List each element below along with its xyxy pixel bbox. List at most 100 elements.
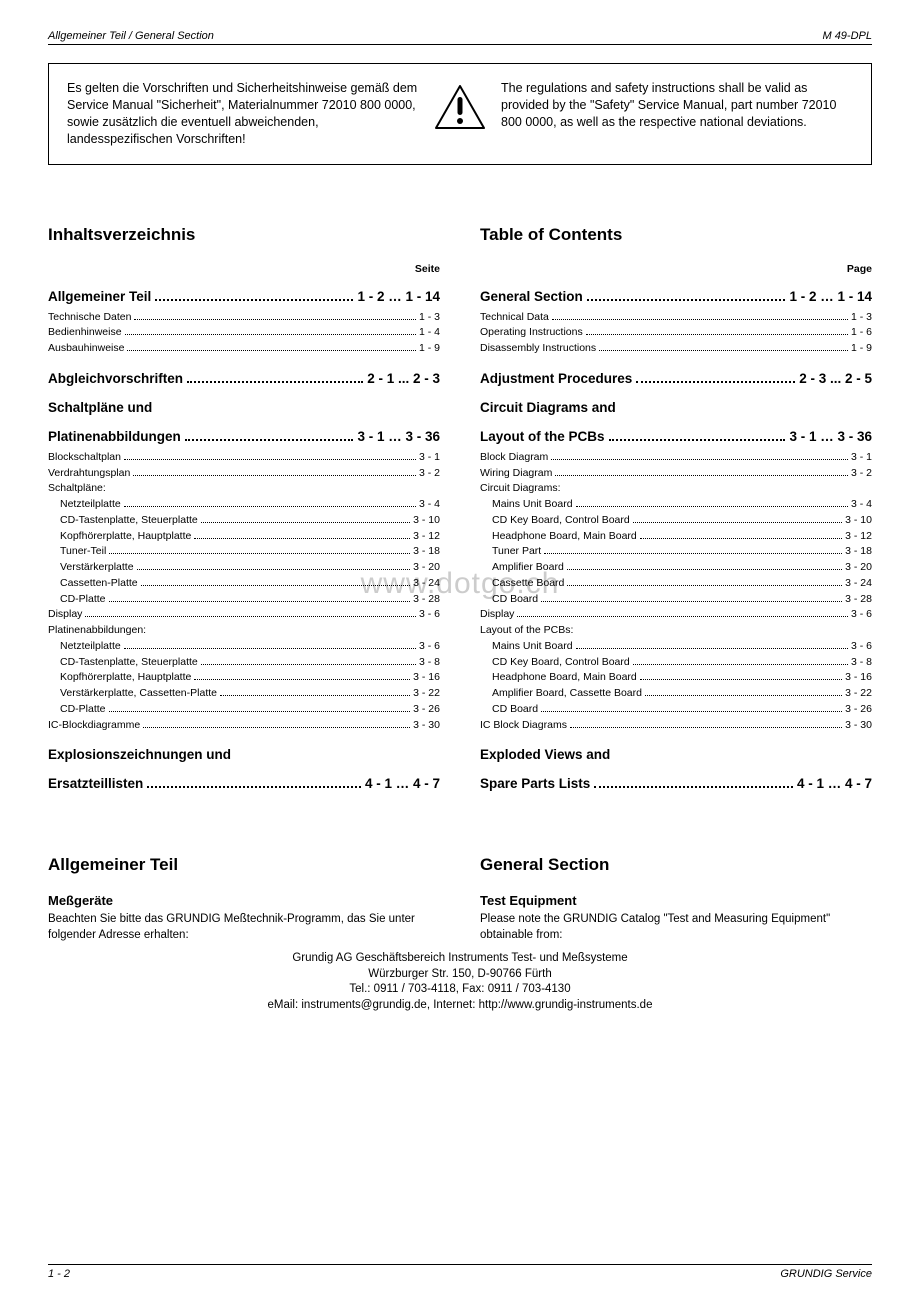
toc-entry-label: CD-Platte — [60, 702, 106, 718]
toc-section-heading: Spare Parts Lists4 - 1 … 4 - 7 — [480, 776, 872, 791]
toc-entry: Layout of the PCBs: — [480, 623, 872, 639]
toc-entry-label: Disassembly Instructions — [480, 341, 596, 357]
toc-dots — [143, 727, 410, 728]
toc-heading-page: 4 - 1 … 4 - 7 — [365, 776, 440, 791]
toc-entry: Verstärkerplatte, Cassetten-Platte3 - 22 — [48, 686, 440, 702]
toc-entry-page: 3 - 26 — [845, 702, 872, 718]
toc-entry-label: CD Board — [492, 702, 538, 718]
toc-entry-page: 3 - 2 — [419, 466, 440, 482]
toc-entry-label: Operating Instructions — [480, 325, 583, 341]
toc-entry: Verdrahtungsplan 3 - 2 — [48, 466, 440, 482]
toc-right-column: Table of Contents Page General Section1 … — [480, 225, 872, 944]
toc-entry-label: CD Key Board, Control Board — [492, 655, 630, 671]
toc-entry-page: 3 - 10 — [413, 513, 440, 529]
toc-section-heading: Adjustment Procedures2 - 3 ... 2 - 5 — [480, 371, 872, 386]
toc-heading-page: 3 - 1 … 3 - 36 — [357, 429, 440, 444]
notice-english: The regulations and safety instructions … — [501, 80, 853, 131]
toc-entry: IC-Blockdiagramme3 - 30 — [48, 718, 440, 734]
toc-dots — [570, 727, 842, 728]
toc-entry-label: CD Key Board, Control Board — [492, 513, 630, 529]
toc-entry: Blockschaltplan3 - 1 — [48, 450, 440, 466]
toc-entry: Tuner Part3 - 18 — [480, 544, 872, 560]
toc-heading-page: 1 - 2 … 1 - 14 — [357, 289, 440, 304]
toc-dots — [645, 695, 842, 696]
toc-entry: Platinenabbildungen: — [48, 623, 440, 639]
toc-entry-label: Bedienhinweise — [48, 325, 122, 341]
toc-entry: Verstärkerplatte3 - 20 — [48, 560, 440, 576]
toc-entry: CD-Tastenplatte, Steuerplatte3 - 8 — [48, 655, 440, 671]
toc-dots — [155, 299, 353, 301]
toc-entry: Cassette Board3 - 24 — [480, 576, 872, 592]
toc-entry-label: Verdrahtungsplan — [48, 466, 130, 482]
toc-dots — [586, 334, 848, 335]
toc-dots — [134, 319, 416, 320]
toc-entry: Ausbauhinweise1 - 9 — [48, 341, 440, 357]
toc-entry-page: 3 - 6 — [851, 607, 872, 623]
toc-entry: CD-Tastenplatte, Steuerplatte 3 - 10 — [48, 513, 440, 529]
toc-dots — [633, 522, 842, 523]
toc-entry-label: Headphone Board, Main Board — [492, 670, 637, 686]
toc-entry-page: 3 - 4 — [851, 497, 872, 513]
toc-entry: Netzteilplatte3 - 4 — [48, 497, 440, 513]
toc-entry-label: Amplifier Board, Cassette Board — [492, 686, 642, 702]
toc-heading-label: Abgleichvorschriften — [48, 371, 183, 386]
toc-entry-page: 3 - 12 — [413, 529, 440, 545]
footer-left: 1 - 2 — [48, 1268, 70, 1280]
toc-dots — [124, 459, 416, 460]
toc-entry-label: Display — [48, 607, 82, 623]
toc-dots — [544, 553, 842, 554]
toc-entry: Circuit Diagrams: — [480, 481, 872, 497]
toc-dots — [109, 553, 410, 554]
toc-section-heading: Abgleichvorschriften2 - 1 ... 2 - 3 — [48, 371, 440, 386]
warning-icon — [433, 84, 487, 130]
toc-dots — [124, 648, 416, 649]
toc-section-heading: General Section1 - 2 … 1 - 14 — [480, 289, 872, 304]
toc-entry-page: 3 - 16 — [413, 670, 440, 686]
section-title-de: Allgemeiner Teil — [48, 855, 440, 875]
section-sub-de: Meßgeräte — [48, 893, 440, 908]
toc-entry-page: 1 - 4 — [419, 325, 440, 341]
toc-entry-label: Display — [480, 607, 514, 623]
toc-entry: Netzteilplatte3 - 6 — [48, 639, 440, 655]
toc-entry-page: 3 - 22 — [845, 686, 872, 702]
toc-dots — [133, 475, 416, 476]
toc-entry: CD Board3 - 28 — [480, 592, 872, 608]
toc-entry: CD Key Board, Control Board3 - 8 — [480, 655, 872, 671]
toc-dots — [201, 522, 410, 523]
toc-entry-page: 3 - 24 — [845, 576, 872, 592]
toc-dots — [187, 381, 363, 383]
toc-entry-page: 1 - 3 — [851, 310, 872, 326]
toc-heading-page: 4 - 1 … 4 - 7 — [797, 776, 872, 791]
toc-dots — [587, 299, 786, 301]
section-body-en: Please note the GRUNDIG Catalog "Test an… — [480, 912, 872, 943]
toc-entry-label: Mains Unit Board — [492, 497, 573, 513]
toc-entry-page: 1 - 3 — [419, 310, 440, 326]
toc-section-heading: Ersatzteillisten4 - 1 … 4 - 7 — [48, 776, 440, 791]
toc-entry-page: 3 - 24 — [413, 576, 440, 592]
notice-german: Es gelten die Vorschriften und Sicherhei… — [67, 80, 419, 148]
header-left: Allgemeiner Teil / General Section — [48, 30, 214, 42]
toc-entry-page: 3 - 18 — [845, 544, 872, 560]
toc-entry-label: IC-Blockdiagramme — [48, 718, 140, 734]
toc-entry-label: Platinenabbildungen: — [48, 623, 146, 639]
toc-entry: Amplifier Board3 - 20 — [480, 560, 872, 576]
toc-dots — [137, 569, 411, 570]
toc-dots — [599, 350, 848, 351]
toc-entry-label: CD-Tastenplatte, Steuerplatte — [60, 513, 198, 529]
toc-dots — [147, 786, 361, 788]
toc-entry-page: 3 - 6 — [419, 639, 440, 655]
toc-entry: Mains Unit Board3 - 6 — [480, 639, 872, 655]
toc-entry-label: Verstärkerplatte, Cassetten-Platte — [60, 686, 217, 702]
toc-entry: Headphone Board, Main Board3 - 12 — [480, 529, 872, 545]
safety-notice-box: Es gelten die Vorschriften und Sicherhei… — [48, 63, 872, 165]
toc-dots — [109, 711, 411, 712]
header-right: M 49-DPL — [822, 30, 872, 42]
toc-entry-page: 3 - 12 — [845, 529, 872, 545]
toc-entry: CD-Platte3 - 28 — [48, 592, 440, 608]
toc-heading-page: 1 - 2 … 1 - 14 — [789, 289, 872, 304]
toc-entry-label: Wiring Diagram — [480, 466, 552, 482]
toc-entry-label: Kopfhörerplatte, Hauptplatte — [60, 529, 191, 545]
address-line: Tel.: 0911 / 703-4118, Fax: 0911 / 703-4… — [48, 982, 872, 998]
toc-dots — [127, 350, 416, 351]
address-line: Grundig AG Geschäftsbereich Instruments … — [48, 951, 872, 967]
